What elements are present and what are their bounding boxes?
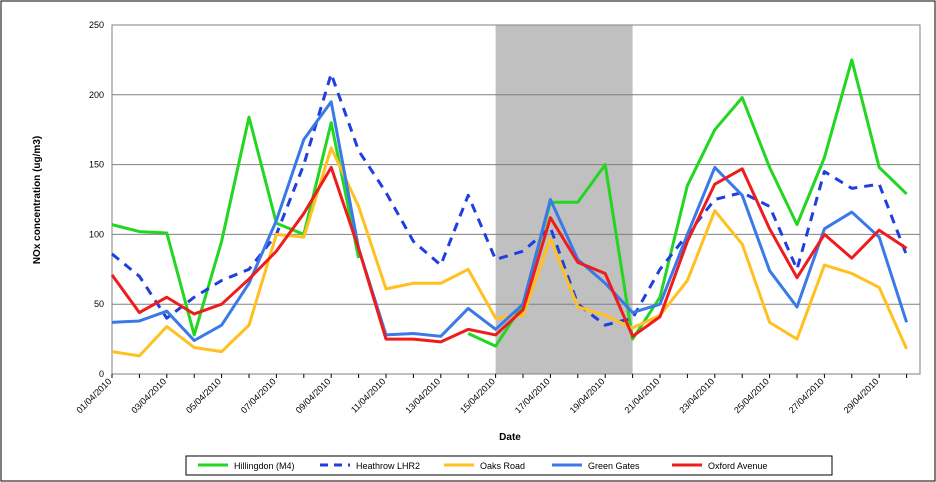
legend-label: Green Gates (588, 461, 640, 471)
y-tick-label: 0 (99, 369, 104, 379)
y-tick-label: 150 (89, 160, 104, 170)
y-tick-label: 100 (89, 229, 104, 239)
legend-label: Hillingdon (M4) (234, 461, 295, 471)
legend-box (185, 455, 833, 476)
series-line (111, 72, 908, 327)
y-tick-label: 50 (94, 299, 104, 309)
y-tick-label: 200 (89, 90, 104, 100)
series-line (110, 165, 908, 344)
plot-frame (111, 24, 921, 375)
legend-label: Oaks Road (480, 461, 525, 471)
y-axis-label: NOx concentration (ug/m3) (32, 136, 43, 264)
y-tick-label: 250 (89, 20, 104, 30)
series-line (111, 100, 909, 342)
x-axis-label: Date (499, 432, 521, 443)
legend-label: Heathrow LHR2 (356, 461, 420, 471)
legend-label: Oxford Avenue (708, 461, 767, 471)
